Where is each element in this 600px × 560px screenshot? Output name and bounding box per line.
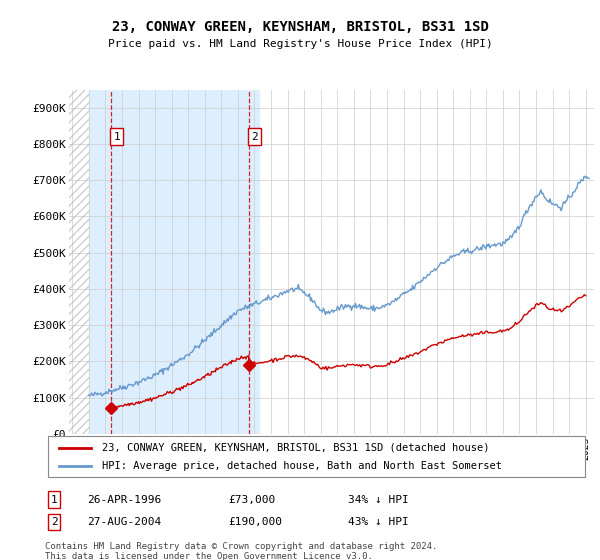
Text: £190,000: £190,000: [228, 517, 282, 527]
Bar: [89, 90, 259, 434]
Text: 2: 2: [251, 132, 258, 142]
Text: 23, CONWAY GREEN, KEYNSHAM, BRISTOL, BS31 1SD (detached house): 23, CONWAY GREEN, KEYNSHAM, BRISTOL, BS3…: [102, 443, 489, 452]
Text: HPI: Average price, detached house, Bath and North East Somerset: HPI: Average price, detached house, Bath…: [102, 461, 502, 470]
Bar: [69, 90, 89, 434]
FancyBboxPatch shape: [48, 436, 585, 477]
Text: 1: 1: [113, 132, 120, 142]
Text: 34% ↓ HPI: 34% ↓ HPI: [348, 494, 409, 505]
Text: 1: 1: [50, 494, 58, 505]
Text: 26-APR-1996: 26-APR-1996: [87, 494, 161, 505]
Text: 2: 2: [50, 517, 58, 527]
Text: 43% ↓ HPI: 43% ↓ HPI: [348, 517, 409, 527]
Text: 27-AUG-2004: 27-AUG-2004: [87, 517, 161, 527]
Text: Price paid vs. HM Land Registry's House Price Index (HPI): Price paid vs. HM Land Registry's House …: [107, 39, 493, 49]
Text: Contains HM Land Registry data © Crown copyright and database right 2024.
This d: Contains HM Land Registry data © Crown c…: [45, 542, 437, 560]
Bar: [69, 90, 89, 434]
Text: 23, CONWAY GREEN, KEYNSHAM, BRISTOL, BS31 1SD: 23, CONWAY GREEN, KEYNSHAM, BRISTOL, BS3…: [112, 20, 488, 34]
Text: £73,000: £73,000: [228, 494, 275, 505]
